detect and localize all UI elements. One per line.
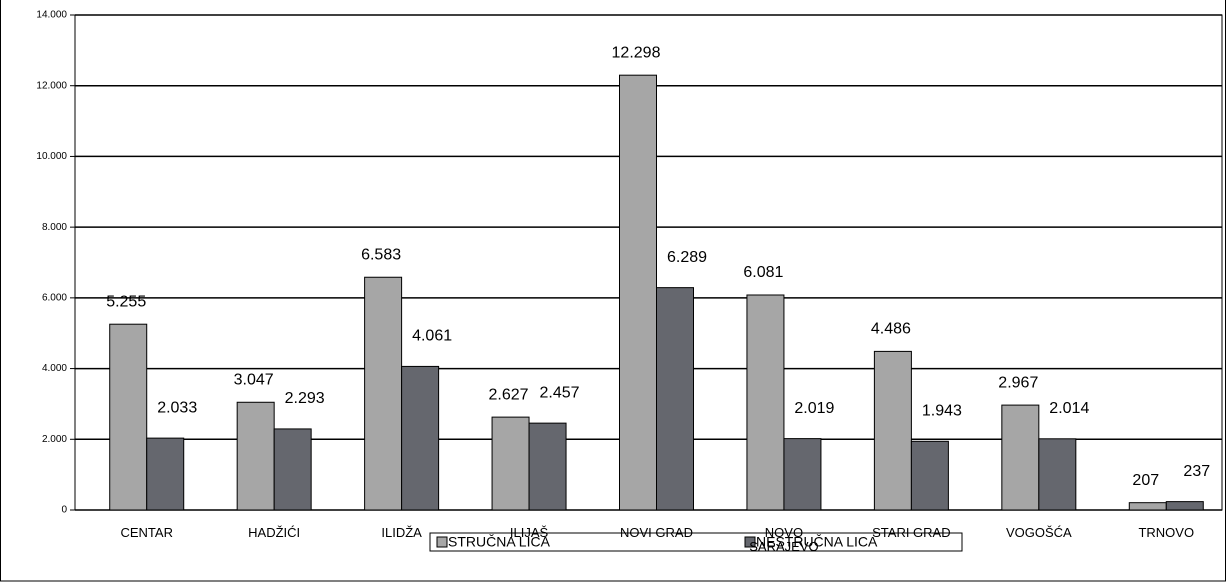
- y-tick-label: 0: [61, 505, 67, 516]
- value-label: 2.019: [794, 400, 834, 417]
- bar: [109, 323, 148, 511]
- value-label: 2.457: [540, 384, 580, 401]
- bar: [1038, 438, 1077, 511]
- bar: [528, 422, 567, 511]
- x-tick-label: NOVO SARAJEVO: [749, 525, 819, 554]
- bar: [783, 438, 822, 511]
- y-tick-label: 8.000: [42, 222, 67, 233]
- x-tick-label: ILIDŽA: [381, 525, 422, 540]
- bar: [273, 428, 312, 511]
- bar: [236, 401, 275, 511]
- legend-swatch: [744, 536, 756, 548]
- x-tick-label: STARI GRAD: [872, 525, 951, 540]
- legend-swatch: [436, 536, 448, 548]
- bar: [491, 416, 530, 511]
- value-label: 2.967: [998, 374, 1038, 391]
- value-label: 5.255: [106, 293, 146, 310]
- value-label: 12.298: [612, 44, 661, 61]
- bar: [619, 74, 657, 511]
- value-label: 6.583: [361, 246, 401, 263]
- y-tick-label: 12.000: [36, 80, 67, 91]
- y-tick-label: 4.000: [42, 363, 67, 374]
- value-label: 2.627: [489, 386, 529, 403]
- value-label: 6.289: [667, 249, 707, 266]
- y-tick-label: 2.000: [42, 434, 67, 445]
- legend-label: NESTRUČNA LICA: [756, 534, 878, 550]
- bar: [746, 294, 785, 511]
- value-label: 2.293: [285, 390, 325, 407]
- bar: [1001, 404, 1040, 511]
- value-label: 3.047: [234, 371, 274, 388]
- x-tick-label: VOGOŠĆA: [1005, 525, 1072, 540]
- legend-label: STRUČNA LICA: [448, 534, 551, 550]
- x-tick-label: HADŽIĆI: [248, 525, 301, 540]
- x-tick-label: CENTAR: [120, 525, 173, 540]
- x-tick-label: ILIJAŠ: [509, 525, 549, 540]
- bar: [1165, 501, 1204, 511]
- value-label: 4.486: [871, 321, 911, 338]
- bar: [910, 440, 949, 511]
- value-label: 207: [1132, 472, 1159, 489]
- value-label: 4.061: [412, 328, 452, 345]
- y-tick-label: 10.000: [36, 151, 67, 162]
- y-tick-label: 14.000: [36, 10, 67, 21]
- x-tick-label: TRNOVO: [1138, 525, 1195, 540]
- bar: [1128, 502, 1167, 511]
- bar: [146, 437, 185, 511]
- x-tick-label: NOVI GRAD: [620, 525, 693, 540]
- bar: [401, 365, 440, 511]
- value-label: 237: [1183, 463, 1210, 480]
- legend-box: [429, 532, 963, 552]
- value-label: 2.014: [1049, 400, 1089, 417]
- value-label: 6.081: [743, 264, 783, 281]
- bar: [873, 350, 912, 511]
- y-tick-label: 6.000: [42, 292, 67, 303]
- bar: [364, 276, 403, 511]
- value-label: 1.943: [922, 403, 962, 420]
- bar: [656, 287, 694, 511]
- value-label: 2.033: [157, 399, 197, 416]
